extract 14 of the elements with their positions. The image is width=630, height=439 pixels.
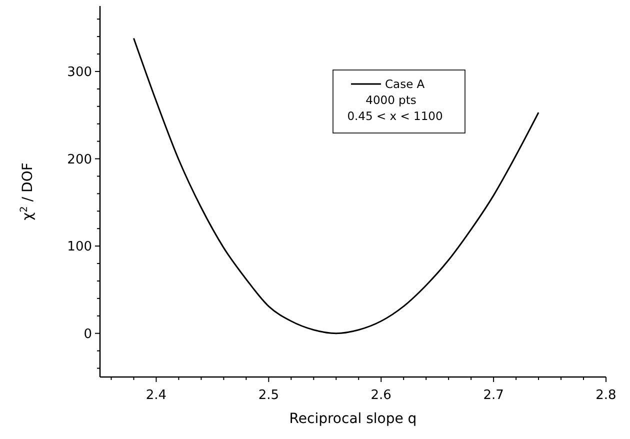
x-tick-label: 2.5 <box>258 388 280 403</box>
y-tick-label: 0 <box>84 326 92 342</box>
x-tick-label: 2.4 <box>146 388 167 403</box>
x-tick-label: 2.7 <box>483 388 504 403</box>
y-tick-label: 200 <box>67 152 92 168</box>
annotation: 0.45 < x < 1100 <box>347 109 443 124</box>
x-tick-label: 2.8 <box>596 388 616 403</box>
x-axis-title: Reciprocal slope q <box>289 411 417 427</box>
legend-label: Case A <box>385 77 425 92</box>
annotation: 4000 pts <box>366 93 416 108</box>
line-series <box>132 38 540 334</box>
x-tick-label: 2.6 <box>370 388 392 403</box>
y-tick-label: 100 <box>67 240 92 255</box>
y-tick-label: 300 <box>67 65 92 80</box>
